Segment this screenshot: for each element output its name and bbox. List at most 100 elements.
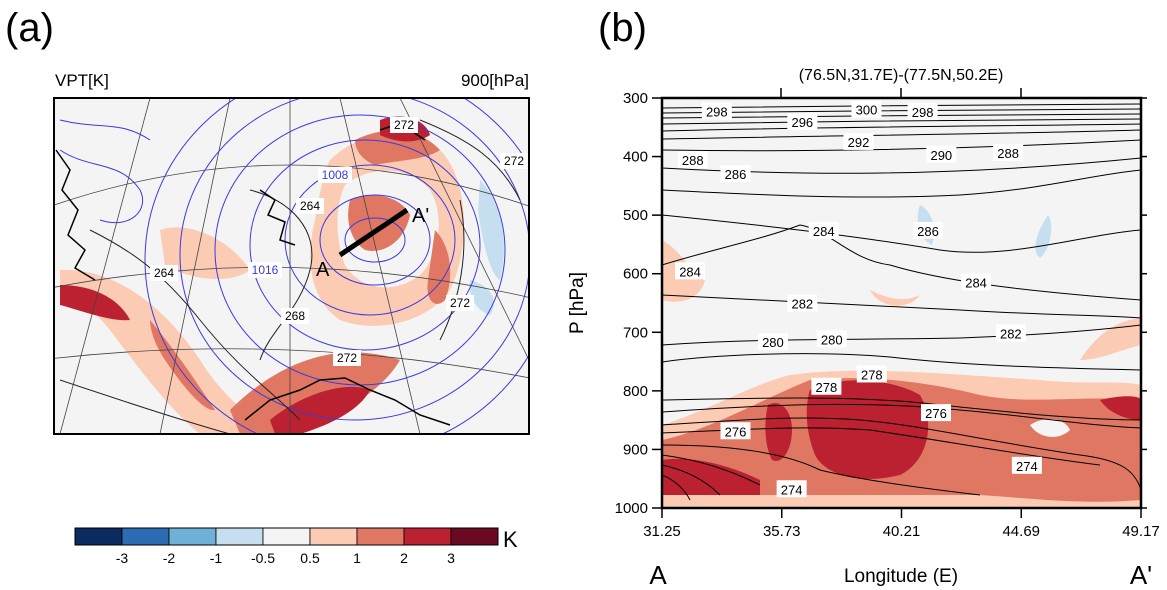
colorbar-swatch: [121, 527, 170, 546]
svg-text:278: 278: [816, 380, 838, 395]
svg-text:284: 284: [679, 264, 701, 279]
y-tick-label: 700: [623, 324, 648, 341]
contour-label: 286: [912, 221, 943, 239]
colorbar-swatch: [168, 527, 217, 546]
x-tick-label: 40.21: [883, 523, 921, 540]
y-tick-label: 800: [623, 383, 648, 400]
svg-text:276: 276: [925, 406, 947, 421]
panel-a-label: (a): [5, 6, 54, 50]
panel-b-top-axis-label: (76.5N,31.7E)-(77.5N,50.2E): [799, 67, 1004, 84]
x-tick-label: 49.17: [1122, 523, 1160, 540]
y-tick-label: 900: [623, 441, 648, 458]
contour-label: 284: [808, 221, 839, 239]
x-tick-label: 44.69: [1002, 523, 1040, 540]
contour-label: 288: [677, 151, 708, 169]
colorbar-tick-label: 0.5: [300, 550, 320, 566]
x-axis-end-label: A': [1130, 560, 1152, 590]
contour-label-pressure: 1016: [252, 263, 279, 277]
colorbar-swatch: [74, 527, 123, 546]
colorbar-tick-label: -3: [116, 550, 129, 566]
contour-label: 296: [787, 113, 818, 131]
colorbar-swatch: [356, 527, 405, 546]
contour-label-pressure: 1008: [322, 168, 349, 182]
x-tick-label: 31.25: [643, 523, 681, 540]
contour-label: 288: [993, 144, 1024, 162]
x-axis-label: Longitude (E): [844, 566, 958, 587]
svg-text:286: 286: [917, 224, 939, 239]
map-frame: [53, 97, 530, 435]
svg-text:280: 280: [821, 332, 843, 347]
svg-text:274: 274: [781, 482, 803, 497]
panel-b-label: (b): [598, 6, 647, 50]
contour-labels: 272 272 264 264 268 272 272 1008 1016: [150, 117, 528, 366]
colorbar-swatch: [403, 527, 452, 546]
svg-text:290: 290: [930, 148, 952, 163]
contour-label: 290: [926, 145, 957, 163]
panel-b-cross-section: (76.5N,31.7E)-(77.5N,50.2E): [567, 67, 1160, 590]
contour-label: 278: [856, 365, 887, 383]
contour-label: 280: [757, 333, 788, 351]
colorbar-swatch: [309, 527, 358, 546]
contour-label: 274: [1011, 456, 1042, 474]
contour-label: 276: [920, 404, 951, 422]
svg-text:288: 288: [682, 153, 704, 168]
y-tick-label: 300: [623, 90, 648, 107]
contour-label: 280: [816, 330, 847, 348]
y-axis-label: P [hPa]: [567, 272, 588, 334]
contour-label: 284: [961, 273, 992, 291]
coastlines: [55, 124, 451, 426]
colorbar-swatch: [450, 527, 499, 546]
svg-text:274: 274: [1016, 459, 1038, 474]
svg-text:282: 282: [1000, 326, 1022, 341]
x-axis-start-label: A: [649, 560, 667, 590]
contour-label: 272: [504, 154, 524, 168]
contour-label: 276: [720, 422, 751, 440]
contour-label: 268: [285, 309, 305, 323]
x-tick-label: 35.73: [763, 523, 801, 540]
colorbar-swatch: [262, 527, 311, 546]
y-tick-label: 400: [623, 149, 648, 166]
contour-label: 272: [450, 296, 470, 310]
pressure-contours: [59, 98, 529, 434]
svg-text:278: 278: [861, 367, 883, 382]
contour-label: 278: [811, 377, 842, 395]
cross-section-end-label: A': [412, 205, 429, 227]
cross-section-start-label: A: [316, 259, 330, 281]
colorbar-unit: K: [503, 527, 518, 552]
svg-text:300: 300: [856, 103, 878, 118]
contour-label: 272: [394, 118, 414, 132]
contour-label: 292: [843, 132, 874, 150]
colorbar: -3 -2 -1 -0.5 0.5 1 2 3 K: [74, 527, 518, 566]
contour-label: 274: [776, 480, 807, 498]
svg-text:280: 280: [762, 335, 784, 350]
svg-text:288: 288: [997, 146, 1019, 161]
contour-label: 264: [154, 266, 174, 280]
contour-label: 286: [720, 165, 751, 183]
panel-a-title-right: 900[hPa]: [461, 71, 529, 90]
svg-text:284: 284: [813, 224, 835, 239]
svg-text:282: 282: [791, 297, 813, 312]
colorbar-tick-label: 2: [400, 550, 408, 566]
colorbar-tick-label: 3: [447, 550, 455, 566]
y-tick-label: 600: [623, 266, 648, 283]
svg-text:296: 296: [791, 115, 813, 130]
y-tick-label: 1000: [615, 500, 648, 517]
cross-section-line: [338, 207, 409, 258]
contour-label: 272: [337, 351, 357, 365]
contour-label: 284: [675, 262, 706, 280]
panel-a-title-left: VPT[K]: [55, 71, 109, 90]
contour-label: 298: [907, 103, 938, 121]
contour-label: 282: [995, 324, 1026, 342]
colorbar-swatch: [215, 527, 264, 546]
colorbar-tick-label: -0.5: [251, 550, 275, 566]
colorbar-tick-label: -1: [210, 550, 223, 566]
temperature-contours: [59, 119, 521, 434]
svg-text:298: 298: [706, 104, 728, 119]
panel-a-map: VPT[K] 900[hPa]: [53, 71, 530, 566]
svg-text:286: 286: [725, 167, 747, 182]
svg-text:284: 284: [965, 276, 987, 291]
contour-label: 282: [787, 294, 818, 312]
y-tick-label: 500: [623, 207, 648, 224]
contour-label: 264: [300, 199, 320, 213]
contour-label: 300: [851, 100, 882, 118]
